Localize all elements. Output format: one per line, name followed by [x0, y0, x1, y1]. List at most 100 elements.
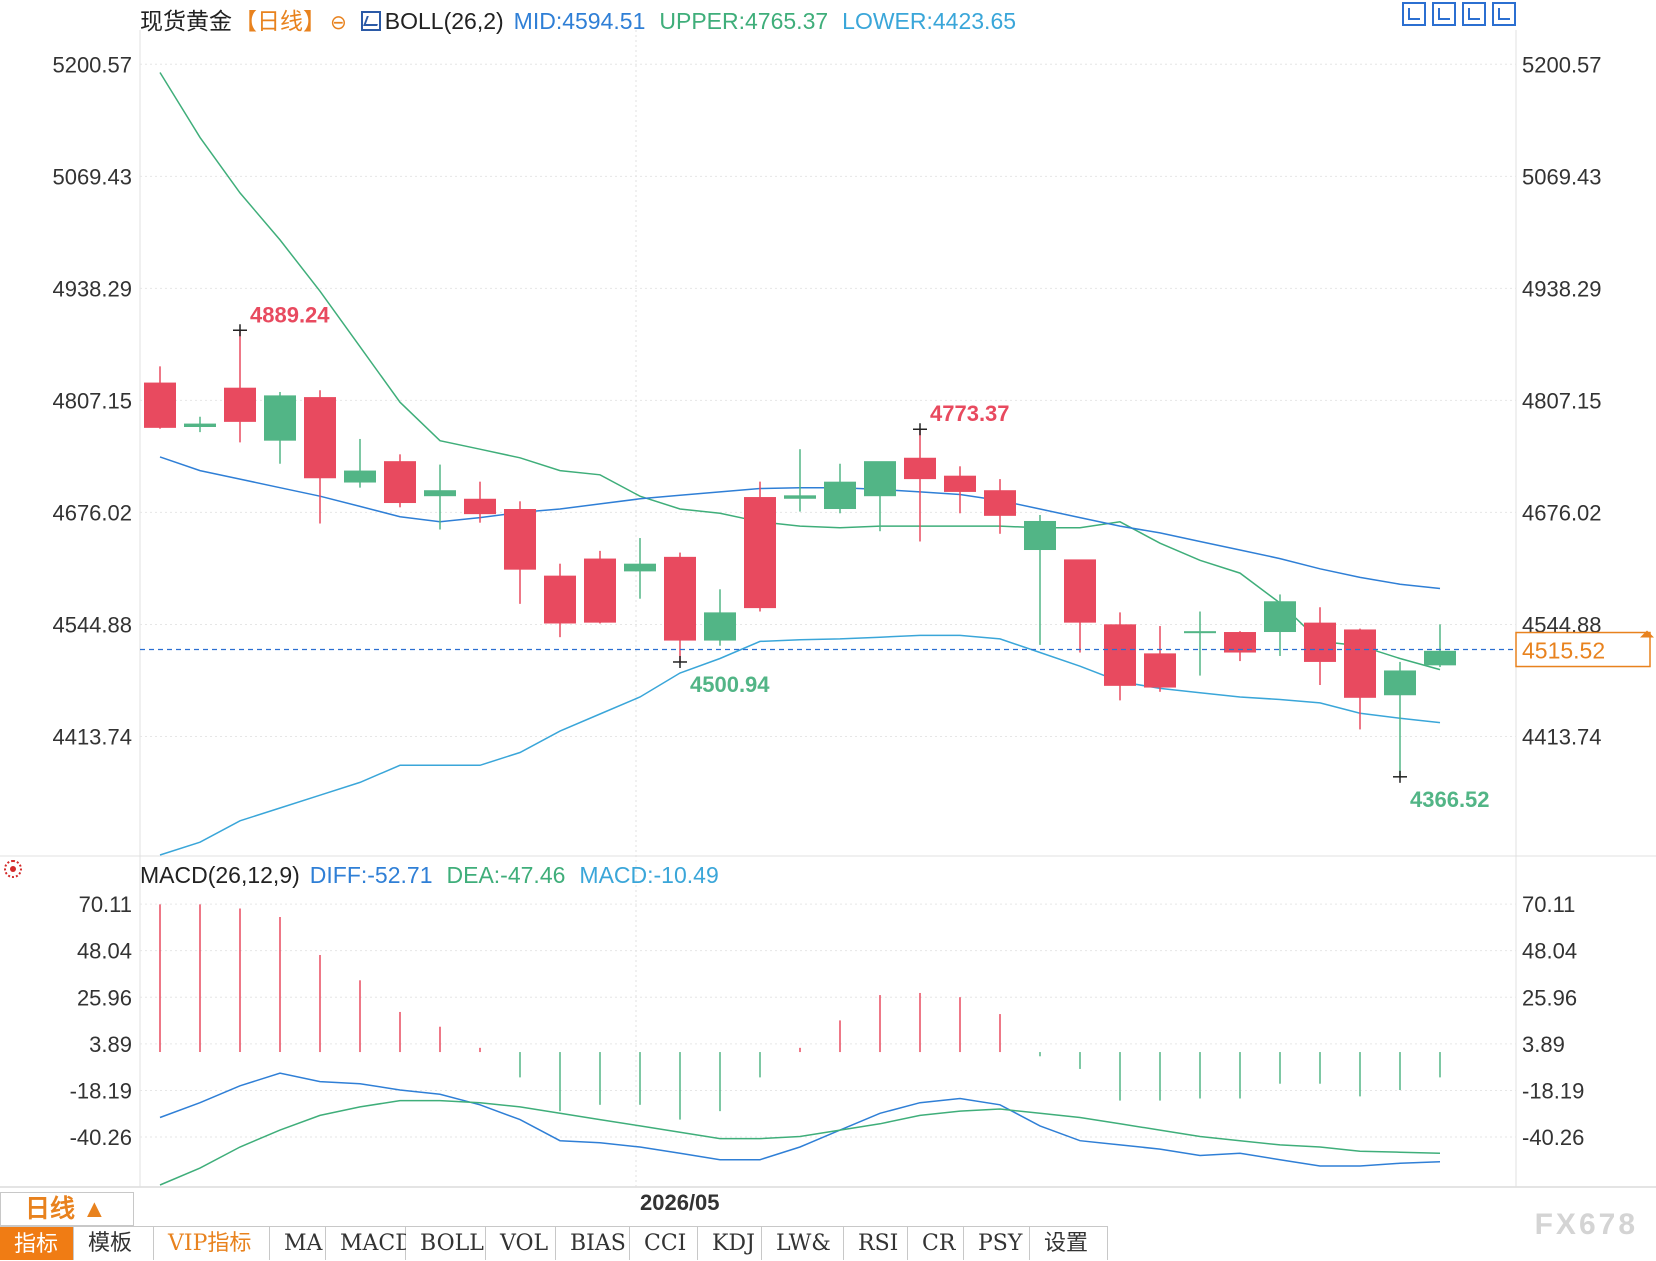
indicator-tab-bar: 指标 模板 VIP指标 MA MACD BOLL VOL BIAS CCI KD… — [0, 1226, 1108, 1261]
candle-body — [1104, 624, 1136, 686]
macd-legend: MACD(26,12,9) DIFF:-52.71 DEA:-47.46 MACD:-… — [140, 862, 733, 889]
candle — [304, 390, 336, 524]
candle — [904, 429, 936, 542]
indicator-chart-icon[interactable] — [360, 11, 381, 31]
candle — [984, 479, 1016, 534]
candle — [544, 563, 576, 638]
candle-body — [1064, 559, 1096, 623]
candle-body — [1184, 631, 1216, 634]
macd-y-tick-left: 48.04 — [77, 939, 132, 964]
tab-psy[interactable]: PSY — [964, 1227, 1030, 1260]
tab-macd[interactable]: MACD — [326, 1227, 413, 1260]
tab-kdj[interactable]: KDJ — [698, 1227, 762, 1260]
candle-body — [664, 556, 696, 641]
y-tick-label-right: 5069.43 — [1522, 164, 1602, 189]
period-tag[interactable]: 【日线】 — [234, 8, 326, 34]
tab-bias[interactable]: BIAS — [556, 1227, 630, 1260]
candle — [1104, 612, 1136, 701]
candle-body — [224, 387, 256, 422]
boll-upper-value: UPPER:4765.37 — [659, 8, 829, 34]
boll-upper-line — [159, 72, 1441, 671]
candle — [1024, 514, 1056, 645]
macd-y-tick-right: -40.26 — [1522, 1125, 1584, 1150]
y-axes: 5200.57 5200.57 5069.43 5069.43 4938.29 4938.… — [52, 52, 1601, 1150]
tab-vip-indicator[interactable]: VIP指标 — [154, 1227, 270, 1260]
extreme-marker: 4500.94 — [673, 655, 770, 697]
y-tick-label-right: 5200.57 — [1522, 52, 1602, 77]
extreme-label: 4366.52 — [1410, 787, 1490, 812]
tab-boll[interactable]: BOLL — [406, 1227, 486, 1260]
tab-settings[interactable]: 设置 — [1030, 1227, 1108, 1260]
candle — [824, 463, 856, 514]
candle — [704, 589, 736, 646]
extreme-marker: 4889.24 — [233, 302, 330, 337]
candle — [264, 391, 296, 464]
candle — [624, 538, 656, 599]
candle-body — [1344, 629, 1376, 698]
extreme-label: 4889.24 — [250, 302, 330, 327]
tab-template[interactable]: 模板 — [74, 1227, 154, 1260]
current-price-label: 4515.52 — [1522, 638, 1605, 664]
macd-diff-line — [159, 1072, 1441, 1167]
candle — [944, 466, 976, 514]
candle — [584, 550, 616, 624]
candle — [864, 461, 896, 532]
candle — [1224, 631, 1256, 662]
tab-cci[interactable]: CCI — [630, 1227, 698, 1260]
period-selector[interactable]: 日线 ▲ — [0, 1192, 134, 1226]
candle-body — [904, 457, 936, 480]
candle — [344, 438, 376, 488]
candle — [1144, 626, 1176, 692]
candle — [1264, 594, 1296, 656]
y-tick-label-right: 4676.02 — [1522, 500, 1602, 525]
zoom-in-icon[interactable] — [1462, 2, 1486, 26]
candle-body — [704, 612, 736, 641]
macd-y-tick-right: 3.89 — [1522, 1032, 1565, 1057]
candle-body — [584, 558, 616, 623]
extreme-label: 4773.37 — [930, 401, 1010, 426]
macd-hist-value: MACD:-10.49 — [579, 862, 719, 888]
y-tick-label-left: 4413.74 — [52, 724, 132, 749]
boll-mid-value: MID:4594.51 — [513, 8, 646, 34]
y-tick-label-left: 4807.15 — [52, 388, 132, 413]
candle-body — [144, 382, 176, 428]
x-axis-date-label: 2026/05 — [640, 1190, 720, 1215]
next-icon[interactable] — [1492, 2, 1516, 26]
candle — [144, 366, 176, 429]
candle — [744, 481, 776, 612]
sun-icon[interactable] — [4, 860, 22, 878]
collapse-circle-icon[interactable]: ⊖ — [330, 12, 347, 34]
candle — [424, 464, 456, 530]
candle-body — [544, 575, 576, 624]
extreme-marker: 4366.52 — [1393, 770, 1490, 812]
candle — [1344, 628, 1376, 730]
candlesticks — [144, 330, 1456, 777]
macd-y-tick-left: 25.96 — [77, 985, 132, 1010]
candle — [224, 330, 256, 443]
extreme-annotations: 4889.24 4500.94 4773.37 4366.52 — [233, 302, 1490, 812]
candle-body — [1264, 601, 1296, 633]
tab-ma[interactable]: MA — [270, 1227, 326, 1260]
tab-vol[interactable]: VOL — [486, 1227, 556, 1260]
y-tick-label-right: 4413.74 — [1522, 724, 1602, 749]
boll-lower-line — [159, 634, 1441, 856]
price-up-arrow-icon — [1640, 630, 1654, 638]
candle — [1384, 661, 1416, 777]
current-price: 4515.52 — [140, 630, 1654, 668]
candle-body — [1384, 670, 1416, 696]
tab-rsi[interactable]: RSI — [844, 1227, 908, 1260]
macd-y-tick-right: 70.11 — [1522, 892, 1575, 917]
macd-y-tick-right: 25.96 — [1522, 985, 1577, 1010]
macd-panel — [159, 904, 1441, 1186]
macd-y-tick-left: 3.89 — [89, 1032, 132, 1057]
candle-body — [1144, 653, 1176, 688]
tab-indicator[interactable]: 指标 — [0, 1227, 74, 1260]
candle — [784, 449, 816, 512]
tab-lw[interactable]: LW& — [762, 1227, 844, 1260]
expand-icon[interactable] — [1402, 2, 1426, 26]
tab-cr[interactable]: CR — [908, 1227, 964, 1260]
y-tick-label-right: 4807.15 — [1522, 388, 1602, 413]
layout-icon[interactable] — [1432, 2, 1456, 26]
candle — [184, 416, 216, 433]
